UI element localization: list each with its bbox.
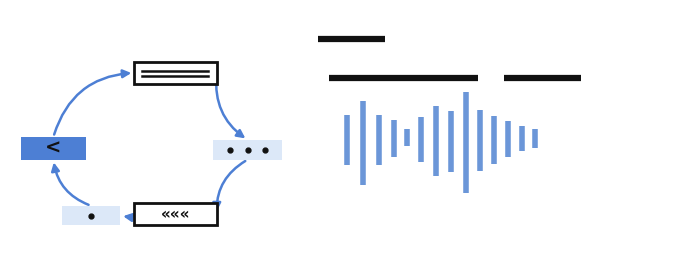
Bar bbox=[62, 206, 120, 225]
Bar bbox=[213, 140, 282, 160]
FancyArrowPatch shape bbox=[213, 161, 246, 209]
Bar bbox=[134, 62, 217, 84]
FancyArrowPatch shape bbox=[126, 214, 133, 221]
Text: «««: ««« bbox=[160, 207, 191, 222]
FancyArrowPatch shape bbox=[216, 76, 243, 137]
Bar bbox=[21, 137, 86, 160]
FancyArrowPatch shape bbox=[52, 165, 89, 205]
Text: <: < bbox=[45, 139, 61, 158]
FancyArrowPatch shape bbox=[54, 71, 129, 135]
Bar bbox=[134, 203, 217, 225]
